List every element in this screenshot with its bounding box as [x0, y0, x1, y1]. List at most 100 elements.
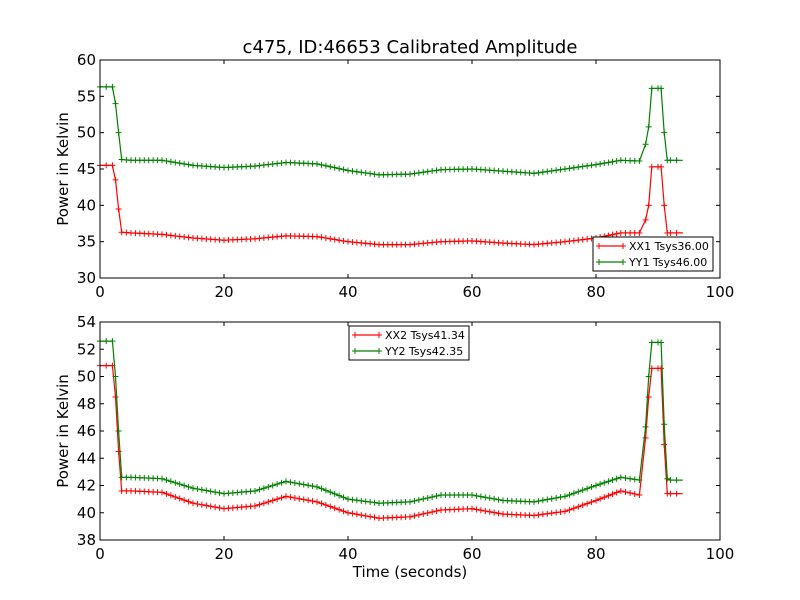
data-point — [318, 234, 325, 241]
series-yy2 — [97, 338, 683, 507]
data-point — [345, 496, 351, 503]
data-point — [535, 511, 542, 518]
data-point — [115, 129, 122, 136]
data-point — [172, 479, 179, 486]
data-point — [424, 168, 431, 175]
data-point — [367, 499, 374, 506]
y-tick-label: 35 — [77, 233, 96, 251]
data-point — [327, 503, 334, 510]
data-point — [340, 237, 347, 244]
x-tick-label: 80 — [586, 545, 605, 563]
data-point — [579, 502, 586, 509]
data-point — [645, 373, 652, 380]
data-point — [163, 158, 170, 165]
data-point — [531, 498, 537, 505]
data-point — [411, 497, 418, 504]
data-point — [252, 502, 258, 509]
legend-box — [348, 325, 470, 361]
data-point — [562, 238, 568, 245]
data-point — [172, 232, 179, 239]
legend-marker — [620, 243, 626, 249]
data-point — [207, 503, 214, 510]
data-point — [371, 171, 378, 178]
data-point — [103, 362, 110, 369]
data-point — [112, 100, 119, 107]
data-point — [575, 164, 582, 171]
data-point — [318, 161, 325, 168]
data-point — [318, 485, 325, 492]
data-point — [579, 487, 586, 494]
data-point — [256, 501, 263, 508]
data-point — [469, 505, 475, 512]
data-point — [531, 170, 537, 177]
data-point — [553, 167, 560, 174]
data-point — [588, 162, 595, 169]
data-point — [198, 486, 205, 493]
data-point — [274, 481, 281, 488]
data-point — [336, 237, 343, 244]
bottom-panel: 0 20 40 60 80 100 38 40 42 44 46 48 50 52 54 Power in … — [54, 313, 734, 581]
data-point — [322, 487, 329, 494]
x-tick-label: 60 — [462, 545, 481, 563]
data-point — [562, 493, 568, 500]
data-point — [336, 492, 343, 499]
legend-marker — [352, 332, 358, 338]
data-point — [216, 504, 223, 511]
data-point — [548, 167, 555, 174]
data-point — [539, 169, 546, 176]
data-point — [613, 230, 620, 237]
data-point — [256, 162, 263, 169]
data-point — [362, 169, 369, 176]
data-point — [613, 489, 620, 496]
data-point — [300, 481, 307, 488]
data-point — [482, 507, 489, 514]
data-point — [163, 231, 170, 238]
data-point — [575, 503, 582, 510]
data-point — [287, 494, 294, 501]
data-point — [314, 498, 320, 505]
data-point — [260, 162, 267, 169]
data-point — [664, 475, 671, 482]
data-point — [115, 205, 122, 212]
data-point — [584, 500, 591, 507]
data-point — [605, 492, 612, 499]
x-axis-label: Time (seconds) — [352, 563, 468, 581]
data-point — [433, 493, 440, 500]
data-point — [327, 489, 334, 496]
data-point — [203, 502, 210, 509]
data-point — [645, 123, 652, 130]
data-point — [491, 509, 498, 516]
data-point — [642, 141, 649, 148]
data-point — [420, 510, 427, 517]
y-tick-label: 48 — [77, 395, 96, 413]
data-point — [109, 338, 116, 345]
data-point — [322, 162, 329, 169]
data-point — [429, 167, 436, 174]
data-point — [283, 478, 289, 485]
legend-label: YY1 Tsys46.00 — [628, 256, 707, 269]
data-point — [411, 512, 418, 519]
data-point — [407, 498, 413, 505]
data-point — [575, 488, 582, 495]
data-point — [278, 479, 285, 486]
data-point — [609, 477, 616, 484]
data-point — [260, 500, 267, 507]
data-point — [216, 489, 223, 496]
data-point — [309, 498, 316, 505]
data-point — [407, 171, 413, 178]
data-point — [269, 161, 276, 168]
data-point — [362, 498, 369, 505]
data-point — [331, 505, 338, 512]
data-point — [190, 485, 196, 492]
data-point — [570, 237, 577, 244]
data-point — [287, 479, 294, 486]
data-point — [159, 157, 165, 164]
data-point — [631, 476, 638, 483]
data-point — [617, 487, 624, 494]
data-point — [353, 497, 360, 504]
data-point — [636, 158, 643, 165]
data-point — [159, 475, 165, 482]
data-point — [167, 478, 174, 485]
data-point — [658, 365, 665, 372]
